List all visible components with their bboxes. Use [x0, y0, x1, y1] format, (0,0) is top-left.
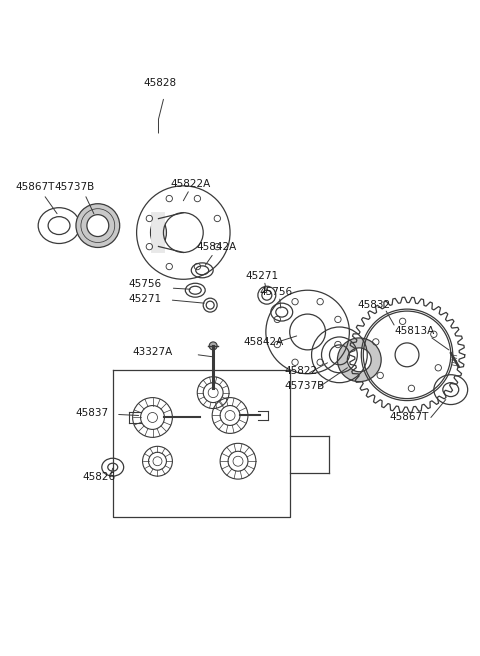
Ellipse shape — [151, 218, 167, 247]
Text: 45271: 45271 — [129, 294, 162, 304]
Text: 45842A: 45842A — [243, 337, 283, 347]
Text: 45832: 45832 — [357, 300, 390, 310]
Circle shape — [348, 348, 371, 372]
Text: 43327A: 43327A — [132, 347, 173, 357]
Text: 45828: 45828 — [144, 79, 177, 89]
Ellipse shape — [155, 226, 162, 239]
Text: 45822: 45822 — [285, 366, 318, 376]
Text: 45756: 45756 — [260, 287, 293, 297]
Circle shape — [337, 338, 381, 382]
Text: 45737B: 45737B — [54, 182, 95, 192]
Text: 45822A: 45822A — [170, 179, 211, 189]
Circle shape — [209, 342, 217, 350]
Circle shape — [76, 204, 120, 247]
Text: 45756: 45756 — [129, 279, 162, 289]
Text: 45837: 45837 — [75, 407, 108, 417]
Circle shape — [87, 215, 109, 237]
Text: 45842A: 45842A — [196, 243, 237, 253]
Text: 45737B: 45737B — [285, 380, 325, 391]
Text: 45867T: 45867T — [15, 182, 55, 192]
Text: 45271: 45271 — [245, 272, 278, 281]
Text: 45813A: 45813A — [394, 326, 434, 336]
Text: 45826: 45826 — [83, 472, 116, 482]
Text: 45867T: 45867T — [389, 413, 429, 422]
